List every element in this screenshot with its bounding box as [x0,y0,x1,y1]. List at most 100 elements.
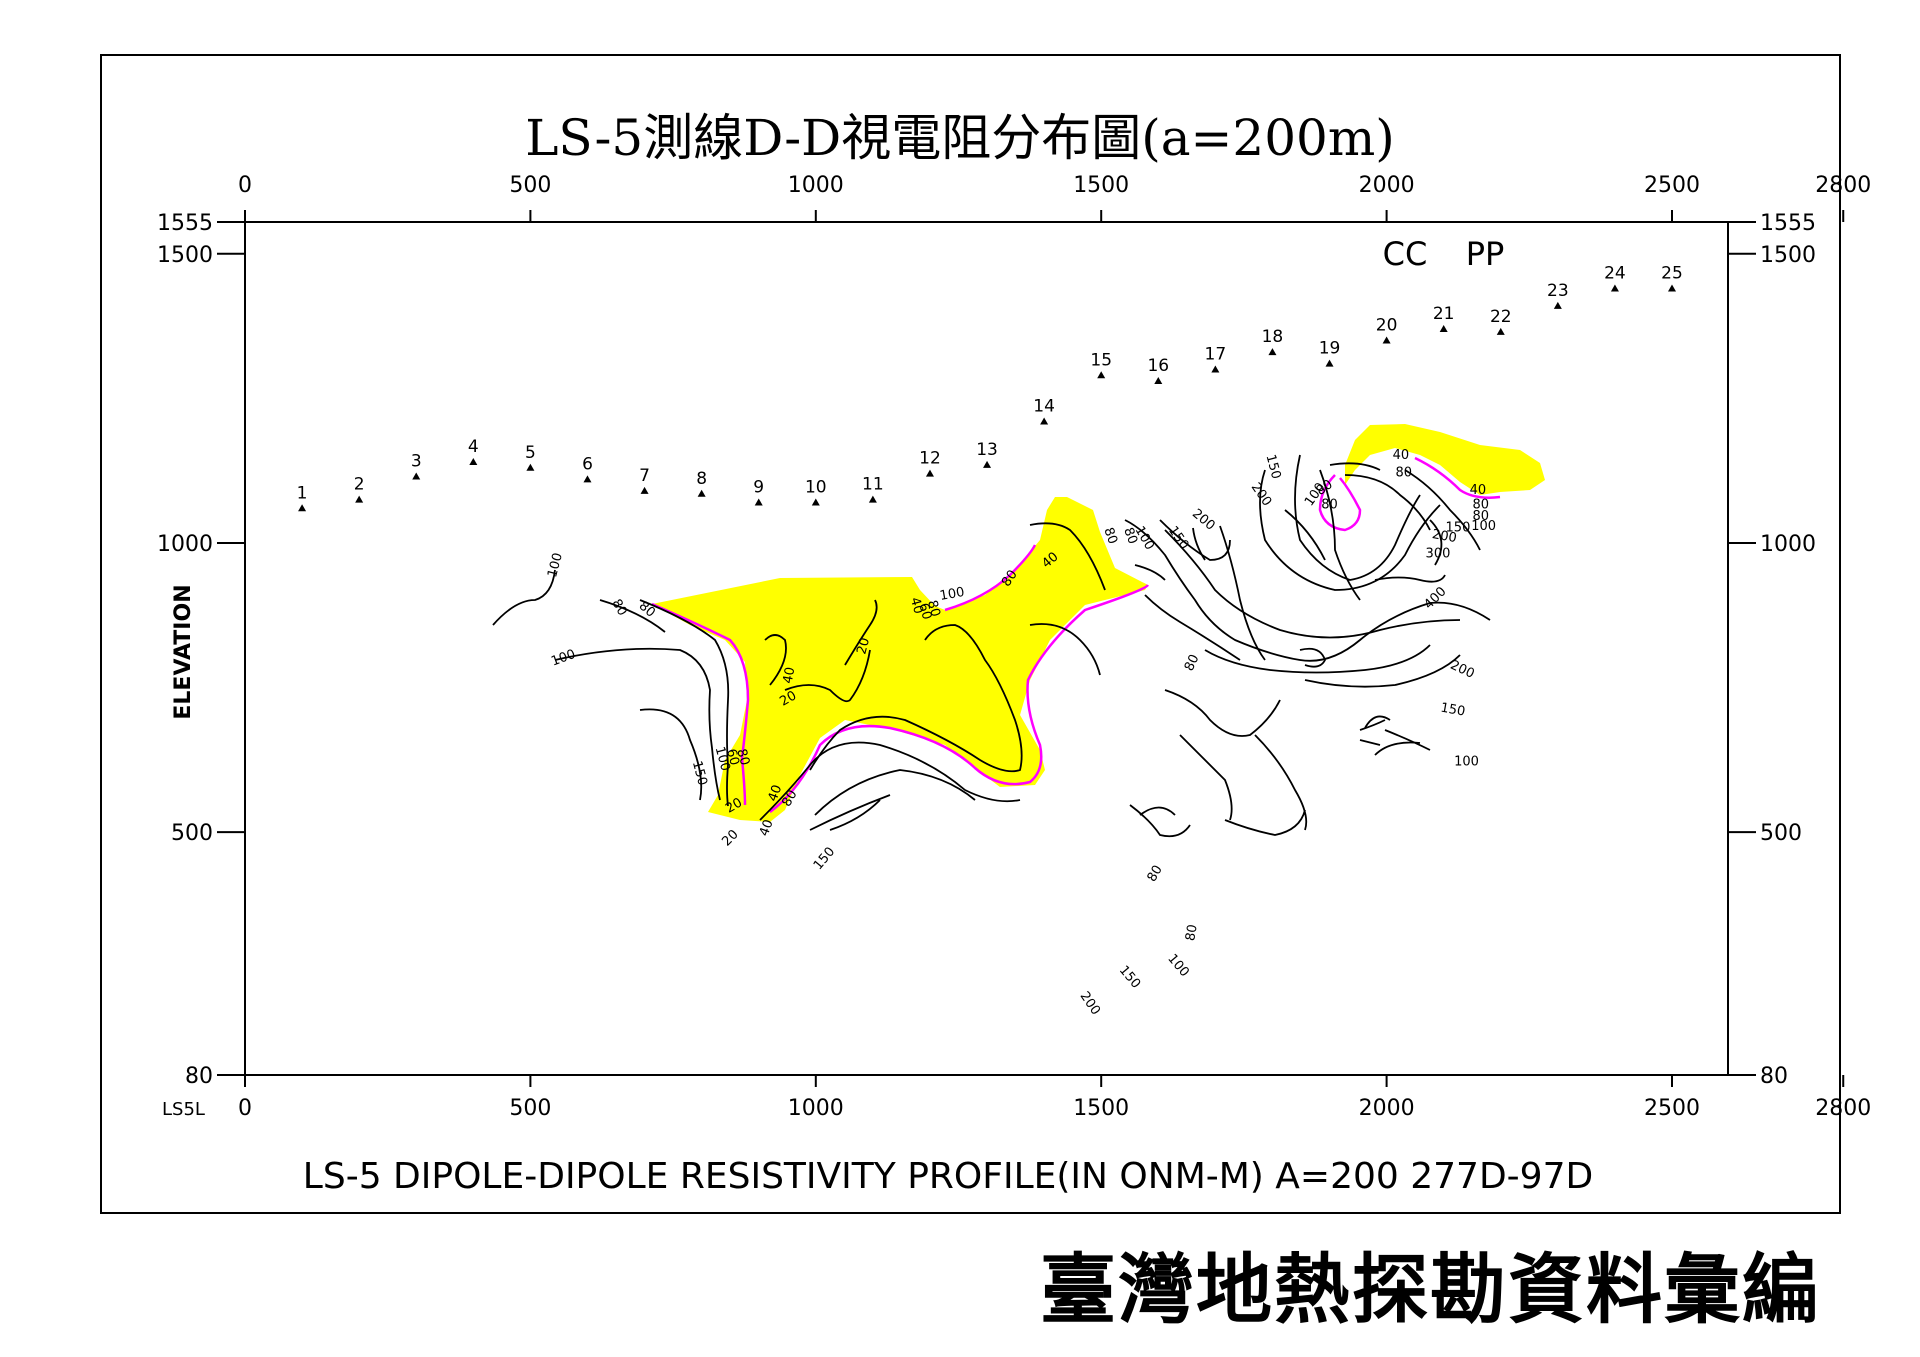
contour-line [1124,519,1491,662]
station-marker [469,457,478,465]
contour-line [809,794,891,831]
contour-line [1304,654,1461,688]
station-marker [868,495,877,503]
station-label-pp: PP [1466,235,1505,273]
contour-value-label: 80 [1100,526,1120,547]
y-right-tick-label: 500 [1760,821,1802,846]
contour-line [784,649,871,703]
contour-line [1374,574,1446,583]
contour-line [1179,734,1233,821]
contour-value-label: 100 [1164,951,1191,980]
contour-value-label: 80 [1473,509,1490,524]
x-bottom-tick-label: 2000 [1359,1096,1415,1121]
contour-value-label: 80 [1321,497,1338,512]
contour-line [759,741,1021,821]
station-marker [1382,336,1391,344]
contour-value-label: 200 [1248,480,1275,509]
x-bottom-tick-label: 1500 [1073,1096,1129,1121]
chart-frame [100,54,1841,1214]
contour-line [1134,564,1166,581]
y-left-tick-label: 1500 [157,243,213,268]
station-marker [754,498,763,506]
contour-value-label: 300 [1426,546,1451,561]
contour-value-label: 100 [1471,519,1496,534]
station-number: 12 [919,449,941,469]
contour-value-label: 150 [811,844,838,873]
contour-value-label: 60 [723,747,742,767]
station-marker [697,489,706,497]
station-marker [1553,301,1562,309]
x-bottom-tick-label: 2500 [1644,1096,1700,1121]
contour-line [1364,715,1391,729]
contour-line [1254,734,1308,831]
x-bottom-tick-label: 500 [509,1096,551,1121]
station-number: 2 [354,475,365,495]
contour-line [1192,527,1206,561]
y-left-tick-label: 500 [171,821,213,846]
contour-value-label: 80 [1395,465,1412,480]
station-marker [1325,359,1334,367]
x-top-tick-label: 0 [238,173,252,198]
contour-line [1029,522,1106,591]
boundary-contours [651,456,1501,814]
station-marker [811,498,820,506]
contour-value-label: 200 [1448,658,1477,682]
low-zone-main [652,497,1148,822]
station-label-cc: CC [1383,235,1428,273]
contour-line [1219,525,1266,661]
contour-line [1029,623,1101,676]
station-number: 4 [468,437,479,457]
x-top-tick-label: 2800 [1815,173,1871,198]
contour-line [1294,454,1421,581]
x-top-tick-label: 500 [509,173,551,198]
contour-value-label: 60 [915,602,934,622]
contour-line [844,599,878,666]
contour-value-label: 100 [545,551,566,579]
contour-line [1374,741,1421,756]
contour-line [1144,594,1241,661]
contour-line [1359,739,1381,746]
boundary-contour-north [944,544,1037,612]
contour-value-label: 80 [1183,923,1201,942]
line-label: LS5L [162,1099,205,1120]
station-marker [583,475,592,483]
low-zone-east [1345,424,1545,495]
station-marker [983,460,992,468]
contour-line [1259,469,1441,591]
contour-value-label: 40 [766,783,786,804]
station-number: 24 [1604,264,1626,284]
station-marker [1496,327,1505,335]
contour-line [1139,806,1176,816]
x-bottom-tick-label: 1000 [788,1096,844,1121]
contour-value-label: 400 [1421,584,1449,612]
contour-line [829,799,881,831]
contour-line [1344,474,1431,531]
contour-value-label: 80 [636,599,658,621]
contour-value-label: 80 [1473,497,1490,512]
iso-resistivity-contours [492,454,1491,838]
contour-line [814,769,976,816]
boundary-contour-west [651,602,750,806]
contour-value-label: 40 [757,818,777,839]
contour-line [1299,647,1326,668]
contour-value-label: 200 [1431,527,1458,546]
station-number: 9 [753,477,764,497]
station-marker [1668,284,1676,292]
station-number: 18 [1262,327,1284,347]
contour-value-label: 80 [1145,863,1166,885]
station-marker [355,495,364,503]
contour-value-label: 80 [924,599,943,619]
x-bottom-tick-label: 0 [238,1096,252,1121]
contour-value-label: 40 [781,666,799,685]
x-top-tick-label: 1500 [1073,173,1129,198]
contour-line [1224,809,1306,836]
contour-value-label: 80 [1120,526,1140,547]
contour-line [639,708,703,801]
station-marker [925,469,934,477]
station-marker [412,472,421,480]
boundary-contour-loop [1318,474,1362,532]
y-left-tick-label: 1555 [157,211,213,236]
contour-value-label: 40 [907,596,926,616]
